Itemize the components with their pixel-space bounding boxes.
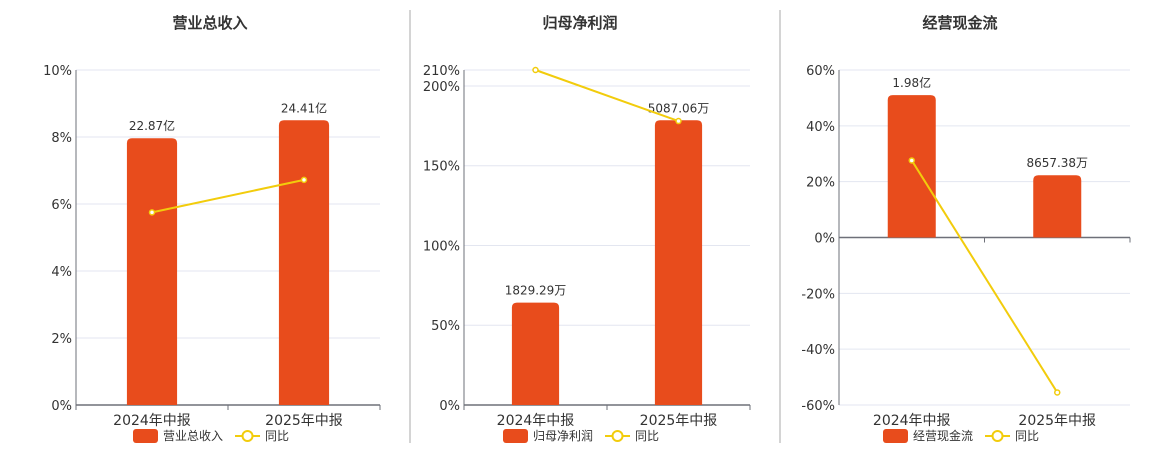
yoy-line bbox=[535, 69, 679, 122]
y-tick-label: 40% bbox=[806, 120, 835, 135]
y-tick-label: 200% bbox=[423, 80, 460, 95]
legend-line-marker bbox=[241, 430, 254, 442]
legend-bar-swatch bbox=[133, 429, 158, 443]
bar-data-label: 22.87亿 bbox=[129, 118, 175, 133]
legend-line-label: 同比 bbox=[265, 429, 289, 443]
y-tick-label: 0% bbox=[814, 232, 835, 247]
y-tick-label: 0% bbox=[51, 399, 72, 414]
yoy-point bbox=[675, 117, 682, 125]
y-tick-label: -40% bbox=[801, 343, 835, 358]
legend-line-marker bbox=[991, 430, 1004, 442]
bar bbox=[511, 302, 560, 405]
bar-data-label: 5087.06万 bbox=[648, 101, 710, 115]
chart-title: 营业总收入 bbox=[172, 14, 247, 32]
legend-bar-label: 营业总收入 bbox=[163, 429, 223, 443]
y-tick-label: 210% bbox=[423, 64, 460, 79]
yoy-line bbox=[910, 159, 1059, 393]
y-tick-label: 60% bbox=[806, 64, 835, 79]
chart-title: 归母净利润 bbox=[542, 14, 617, 32]
y-tick-label: -20% bbox=[801, 287, 835, 302]
x-tick-label: 2025年中报 bbox=[640, 413, 718, 429]
legend-line-label: 同比 bbox=[635, 429, 659, 443]
legend: 经营现金流 同比 bbox=[883, 428, 1039, 443]
legend-line-label: 同比 bbox=[1015, 429, 1039, 443]
legend: 归母净利润 同比 bbox=[503, 429, 659, 443]
bar bbox=[126, 138, 178, 405]
bar bbox=[278, 120, 330, 405]
y-tick-label: 10% bbox=[43, 64, 72, 79]
y-tick-label: 150% bbox=[423, 160, 460, 175]
x-tick-label: 2024年中报 bbox=[113, 413, 191, 429]
y-tick-label: 8% bbox=[51, 131, 72, 146]
legend-bar-label: 经营现金流 bbox=[913, 428, 973, 443]
yoy-point bbox=[300, 176, 308, 184]
y-tick-label: 2% bbox=[51, 332, 72, 347]
legend-line-marker bbox=[611, 430, 624, 442]
bar bbox=[887, 95, 936, 238]
bar-data-label: 1.98亿 bbox=[892, 75, 931, 90]
x-tick-label: 2024年中报 bbox=[873, 413, 951, 429]
y-tick-label: 20% bbox=[806, 176, 835, 191]
yoy-point bbox=[148, 209, 156, 216]
y-tick-label: 4% bbox=[51, 265, 72, 280]
legend-bar-swatch bbox=[503, 429, 528, 443]
yoy-point bbox=[532, 66, 539, 74]
legend-bar-swatch bbox=[883, 429, 908, 443]
chart-2: 归母净利润 210%200% 150% 100% 50% 0% 1829.29万 2024年中… bbox=[423, 14, 751, 443]
x-tick-label: 2025年中报 bbox=[265, 413, 343, 429]
y-tick-label: -60% bbox=[801, 399, 835, 414]
bar-data-label: 1829.29万 bbox=[505, 284, 567, 298]
legend: 营业总收入 同比 bbox=[133, 429, 289, 443]
y-tick-label: 0% bbox=[439, 399, 460, 414]
y-tick-label: 6% bbox=[51, 198, 72, 213]
bar bbox=[1033, 175, 1082, 238]
yoy-point bbox=[908, 157, 915, 164]
x-tick-label: 2025年中报 bbox=[1018, 413, 1096, 429]
x-tick-label: 2024年中报 bbox=[497, 413, 575, 429]
bar-data-label: 8657.38万 bbox=[1026, 156, 1088, 170]
chart-3: 经营现金流 60% 40% 20% 0% -20% -40% -60% 1.98亿 2024年中报… bbox=[801, 14, 1131, 443]
y-tick-label: 50% bbox=[431, 319, 460, 334]
y-tick-label: 100% bbox=[423, 239, 460, 254]
yoy-point bbox=[1054, 389, 1061, 396]
legend-bar-label: 归母净利润 bbox=[533, 429, 593, 443]
bar-data-label: 24.41亿 bbox=[281, 100, 327, 115]
chart-1: 营业总收入 10% 8% 6% 4% 2% 0% 22.87亿 2024年中报 24.41亿 202… bbox=[43, 14, 381, 443]
chart-title: 经营现金流 bbox=[922, 14, 997, 32]
yoy-line bbox=[151, 178, 305, 214]
bar bbox=[654, 120, 703, 405]
